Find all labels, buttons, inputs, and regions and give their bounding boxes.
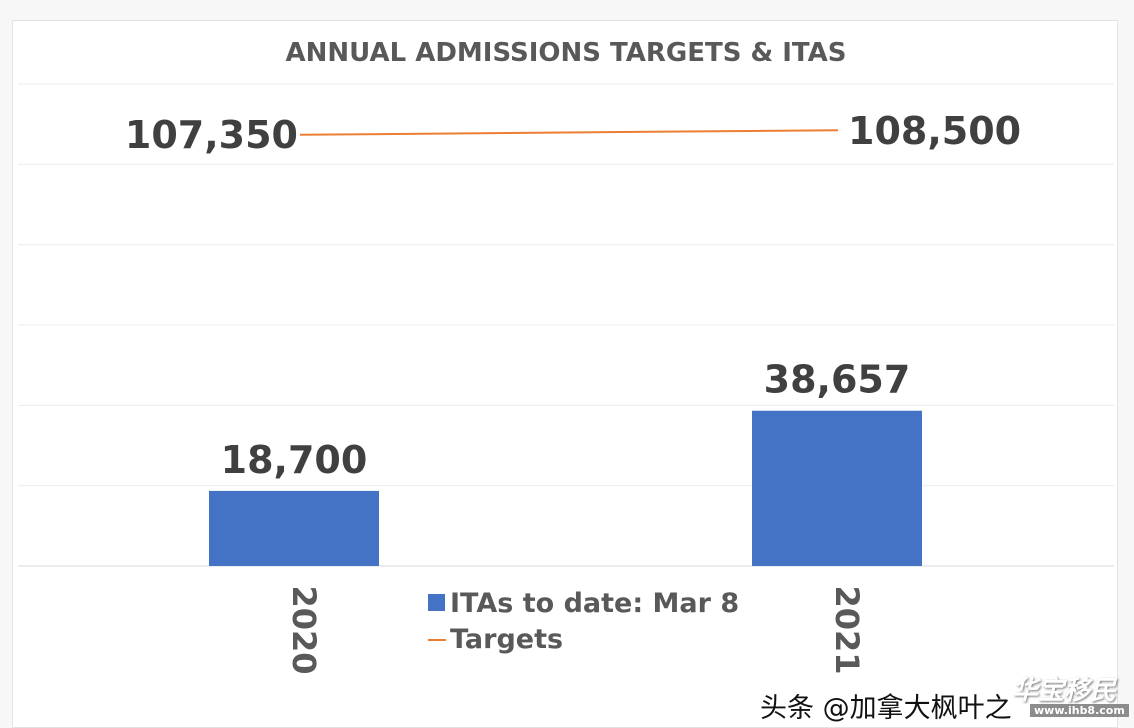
bar-2021 <box>752 410 922 566</box>
legend-swatch-itas <box>428 594 445 611</box>
legend-label-itas: ITAs to date: Mar 8 <box>450 588 739 619</box>
target-line-series <box>299 129 839 136</box>
gridlines <box>18 83 1114 567</box>
target-value-label-2021: 108,500 <box>848 109 1021 153</box>
target-value-label-2020: 107,350 <box>125 113 298 157</box>
target-line <box>299 129 839 136</box>
x-tick-2020: 2020 <box>285 585 323 674</box>
watermark-left-text: 头条 @加拿大枫叶之 <box>760 693 1012 724</box>
bar-2020 <box>209 490 379 566</box>
bar-value-label-2021: 38,657 <box>764 358 911 402</box>
legend-label-targets: Targets <box>450 624 563 655</box>
data-labels: 18,700 38,657 107,350 108,500 <box>125 109 1021 482</box>
x-axis-ticks: 2020 2021 <box>285 585 866 674</box>
watermark-logo-text: 华宝移民 <box>1012 676 1117 706</box>
watermark-url: www.ihb8.com <box>1030 704 1129 717</box>
chart-panel <box>12 20 1118 728</box>
x-tick-2021: 2021 <box>828 585 866 674</box>
legend: ITAs to date: Mar 8 Targets <box>428 588 739 655</box>
bar-series <box>209 410 922 566</box>
chart-title: ANNUAL ADMISSIONS TARGETS & ITAS <box>286 38 847 68</box>
bar-value-label-2020: 18,700 <box>221 438 368 482</box>
